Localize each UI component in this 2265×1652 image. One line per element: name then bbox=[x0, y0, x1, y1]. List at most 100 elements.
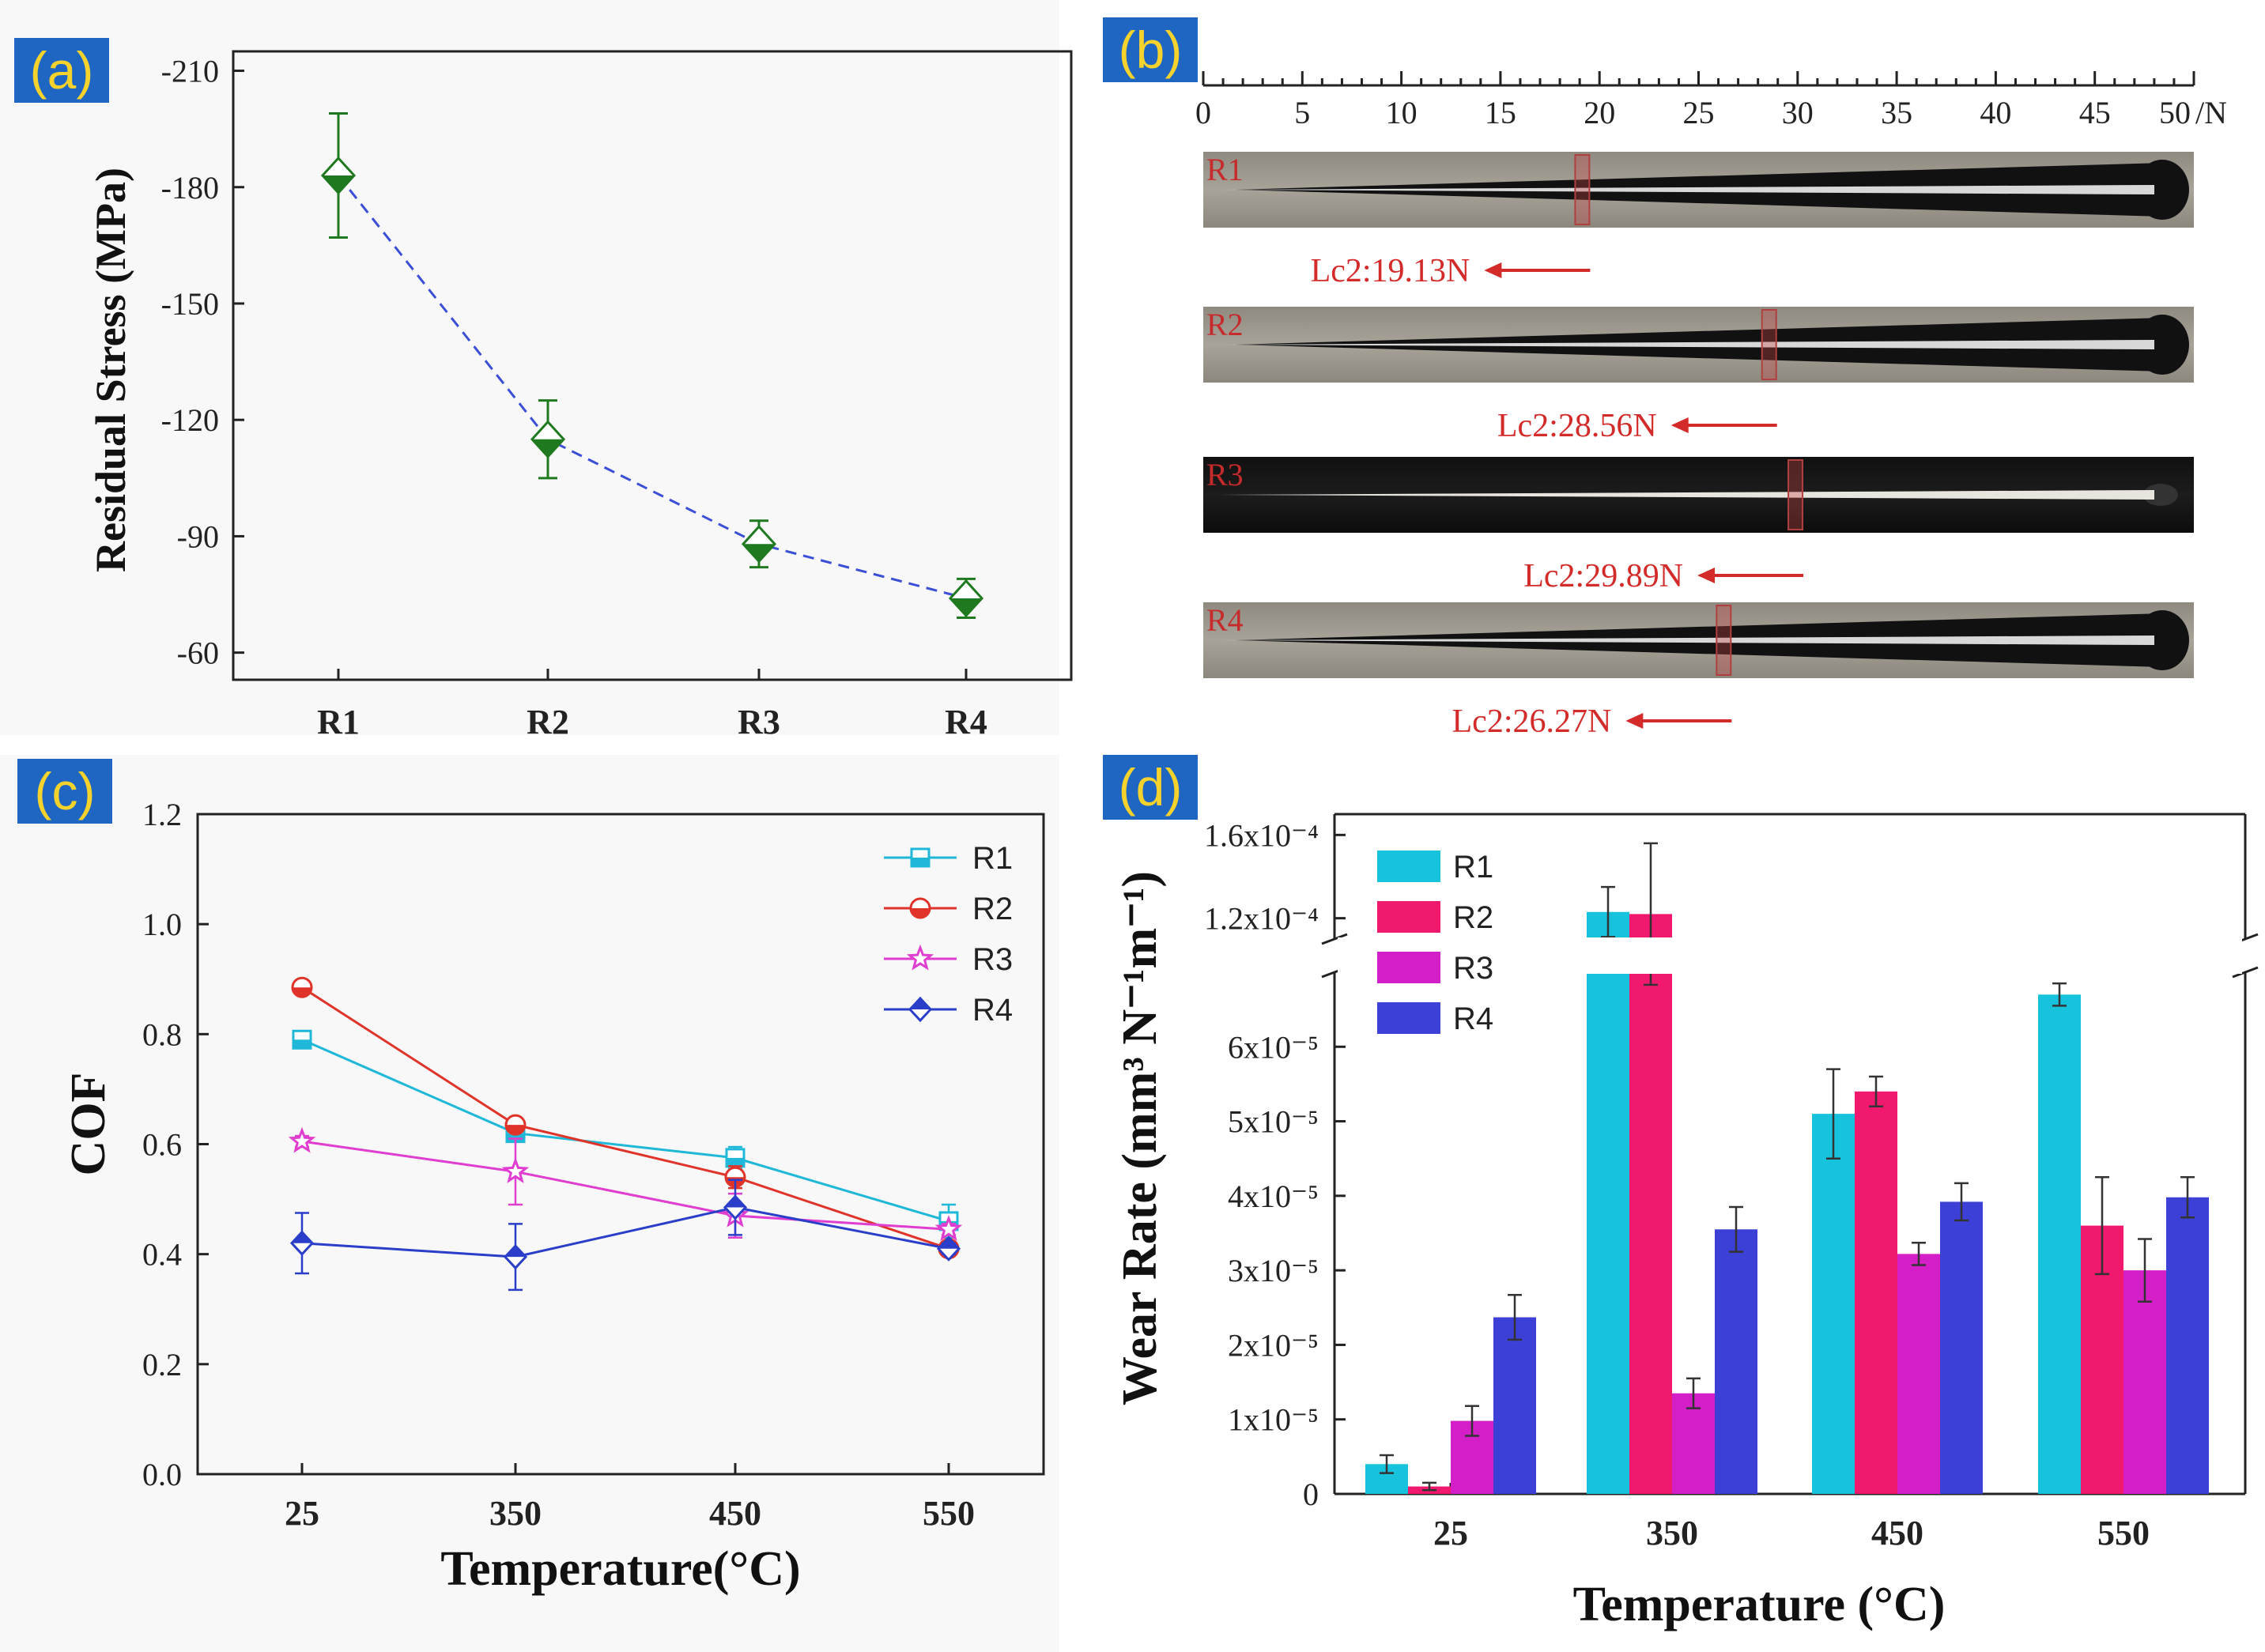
data-point-R4 bbox=[948, 577, 984, 619]
diamond-marker-half bbox=[950, 598, 982, 616]
lc2-arrow-head bbox=[1697, 568, 1716, 583]
panel-d-legend: R1 R2 R3 R4 bbox=[1377, 850, 1493, 1036]
legend-item-R1: R1 bbox=[884, 841, 1013, 876]
legend-item-R4: R4 bbox=[884, 993, 1013, 1028]
scale-tick-label: 40 bbox=[1980, 95, 2011, 130]
badge-c-label: (c) bbox=[35, 762, 96, 820]
series-R3 bbox=[1451, 1238, 2166, 1494]
scale-end-label: 50 bbox=[2159, 95, 2191, 130]
diamond-marker-half bbox=[743, 544, 775, 562]
badge-c-box bbox=[17, 759, 112, 824]
panel-d-y-axis: 0 1x10⁻⁵ 2x10⁻⁵ 3x10⁻⁵ 4x10⁻⁵ 5x10⁻⁵ 6x10⁻⁵ 1.2… bbox=[1204, 817, 1346, 1512]
panel-c-background bbox=[0, 755, 1059, 1652]
bar bbox=[1855, 1091, 1897, 1494]
x-tick-label: 550 bbox=[923, 1494, 975, 1533]
legend-item-R1: R1 bbox=[1377, 850, 1493, 884]
strip-label: R3 bbox=[1206, 457, 1244, 492]
panel-c-cof-chart: (c) 0.0 0.2 0.4 0.6 0.8 1.0 1.2 25 350 450 550 CO… bbox=[0, 755, 1059, 1652]
bar bbox=[1897, 1254, 1940, 1494]
y-tick-label: -180 bbox=[161, 170, 219, 206]
star-marker bbox=[906, 944, 934, 971]
legend-label: R1 bbox=[1453, 850, 1493, 884]
bar bbox=[2038, 994, 2081, 1494]
y-tick-label: 5x10⁻⁵ bbox=[1228, 1104, 1319, 1140]
lc2-value-label: Lc2:19.13N bbox=[1311, 253, 1470, 289]
y-tick-label: 0.0 bbox=[142, 1457, 182, 1492]
scale-tick-label: 5 bbox=[1294, 95, 1310, 130]
data-point-R2 bbox=[530, 399, 566, 480]
scratch-end bbox=[2135, 610, 2189, 670]
diamond-marker-half bbox=[938, 1237, 959, 1249]
scale-tick-label: 30 bbox=[1782, 95, 1814, 130]
legend-swatch bbox=[1377, 952, 1440, 983]
scale-tick-label: 45 bbox=[2079, 95, 2111, 130]
badge-b-box bbox=[1103, 17, 1198, 82]
scratch-end bbox=[2143, 484, 2178, 506]
y-tick-label: -210 bbox=[161, 54, 219, 89]
lc2-value-label: Lc2:26.27N bbox=[1452, 703, 1612, 740]
legend-label: R3 bbox=[1453, 951, 1493, 986]
x-tick-label: 550 bbox=[2097, 1514, 2150, 1552]
badge-c: (c) bbox=[17, 759, 112, 824]
badge-a: (a) bbox=[14, 38, 109, 103]
legend-label: R2 bbox=[1453, 900, 1493, 935]
panel-b-scratch-tracks: (b) 0 5 10 15 20 25 30 35 40 45 50/N R1Lc2:19.13NR… bbox=[1103, 17, 2227, 740]
strip-label: R4 bbox=[1206, 602, 1244, 638]
y-tick-label: 0.4 bbox=[142, 1237, 182, 1273]
panel-d-y-axis-title: Wear Rate (mm³ N⁻¹m⁻¹) bbox=[1113, 871, 1167, 1405]
y-tick-label: 1.0 bbox=[142, 907, 182, 942]
diamond-marker-half bbox=[725, 1196, 746, 1208]
panel-a-y-axis-title: Residual Stress (MPa) bbox=[87, 168, 134, 572]
lc2-arrow-head bbox=[1625, 713, 1644, 729]
y-tick-label: -120 bbox=[161, 402, 219, 438]
panel-a-plot-area bbox=[320, 112, 984, 619]
series-R4 bbox=[289, 1179, 961, 1292]
legend-label: R4 bbox=[1453, 1001, 1493, 1036]
square-marker-half bbox=[293, 1039, 311, 1049]
scale-unit-label: /N bbox=[2195, 95, 2227, 130]
legend-swatch bbox=[1377, 901, 1440, 933]
lc2-value-label: Lc2:28.56N bbox=[1497, 408, 1657, 444]
diamond-marker-half bbox=[323, 175, 354, 194]
scratch-end bbox=[2135, 160, 2189, 220]
series-R2 bbox=[1408, 842, 2123, 1494]
series-line bbox=[301, 1140, 949, 1231]
lc2-marker bbox=[1716, 605, 1732, 676]
bar bbox=[2123, 1270, 2166, 1494]
x-tick-label: R4 bbox=[945, 703, 987, 741]
x-tick-label: R3 bbox=[738, 703, 780, 741]
panel-c-legend: R1 R2 R3 R4 bbox=[884, 841, 1013, 1028]
panel-c-y-axis-title: COF bbox=[62, 1073, 115, 1176]
x-tick-label: 25 bbox=[285, 1494, 319, 1533]
panel-c-x-axis-title: Temperature(°C) bbox=[440, 1542, 800, 1596]
diamond-marker-half bbox=[505, 1246, 526, 1258]
series-line bbox=[301, 1205, 949, 1258]
bar bbox=[1715, 1229, 1757, 1494]
series-R1 bbox=[1365, 885, 2081, 1494]
lc2-value-label: Lc2:29.89N bbox=[1523, 558, 1683, 594]
strip-label: R2 bbox=[1206, 307, 1244, 342]
scratch-strip-R2: R2 Lc2:28.56N bbox=[1203, 307, 2194, 444]
scale-tick-label: 35 bbox=[1881, 95, 1912, 130]
badge-b: (b) bbox=[1103, 17, 1198, 82]
star-marker bbox=[501, 1157, 530, 1183]
y-tick-label: 2x10⁻⁵ bbox=[1228, 1327, 1319, 1363]
scratch-strip-R3: R3 Lc2:29.89N bbox=[1203, 457, 2194, 594]
panel-c-plot-area bbox=[288, 976, 963, 1292]
y-tick-label: 3x10⁻⁵ bbox=[1228, 1253, 1319, 1288]
series-R3 bbox=[288, 1126, 963, 1242]
square-marker-half bbox=[912, 858, 929, 866]
series-line bbox=[301, 1038, 949, 1223]
panel-c-x-axis: 25 350 450 550 bbox=[285, 1463, 975, 1533]
x-tick-label: 450 bbox=[709, 1494, 761, 1533]
y-tick-label: 0 bbox=[1303, 1477, 1319, 1512]
y-tick-label: 0.8 bbox=[142, 1016, 182, 1052]
data-point-R1 bbox=[320, 112, 357, 240]
x-tick-label: 450 bbox=[1871, 1514, 1923, 1552]
bar bbox=[2166, 1197, 2209, 1494]
y-tick-label: -150 bbox=[161, 286, 219, 322]
legend-label: R4 bbox=[972, 993, 1013, 1028]
panel-a-y-axis: -210 -180 -150 -120 -90 -60 bbox=[161, 54, 244, 671]
series-R4 bbox=[1493, 1176, 2209, 1494]
